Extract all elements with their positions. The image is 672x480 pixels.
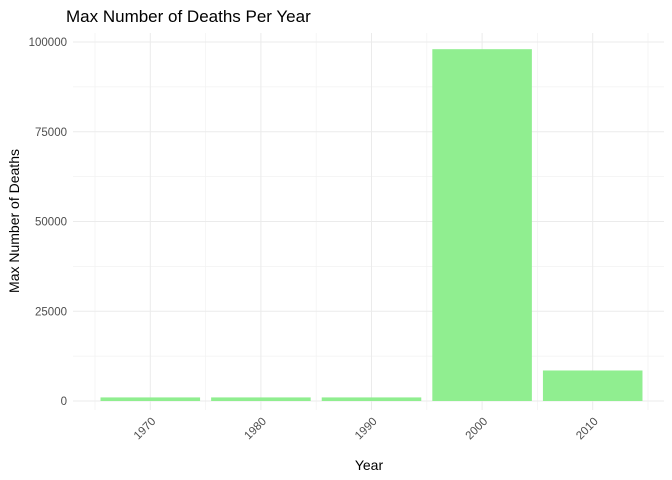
y-tick-label: 100000 bbox=[29, 37, 67, 49]
bar-1990 bbox=[321, 397, 422, 401]
x-tick-label: 1980 bbox=[242, 416, 269, 443]
y-tick-label: 25000 bbox=[35, 306, 67, 318]
bars bbox=[100, 49, 643, 402]
x-axis-ticks: 1970 1980 1990 2000 2010 bbox=[132, 416, 601, 443]
y-tick-label: 0 bbox=[61, 396, 67, 408]
y-tick-label: 75000 bbox=[35, 127, 67, 139]
x-tick-label: 2000 bbox=[464, 416, 491, 443]
y-axis-title: Max Number of Deaths bbox=[6, 149, 22, 293]
y-axis-ticks: 0 25000 50000 75000 100000 bbox=[29, 37, 67, 408]
y-tick-label: 50000 bbox=[35, 217, 67, 229]
x-tick-label: 1970 bbox=[132, 416, 159, 443]
x-tick-label: 2010 bbox=[574, 416, 601, 443]
chart-title: Max Number of Deaths Per Year bbox=[66, 7, 311, 26]
grid bbox=[73, 33, 664, 410]
bar-2000 bbox=[432, 49, 532, 402]
bar-2010 bbox=[542, 370, 643, 401]
x-axis-title: Year bbox=[355, 457, 384, 473]
x-tick-label: 1990 bbox=[353, 416, 380, 443]
bar-1980 bbox=[211, 397, 311, 401]
bar-1970 bbox=[100, 397, 201, 401]
